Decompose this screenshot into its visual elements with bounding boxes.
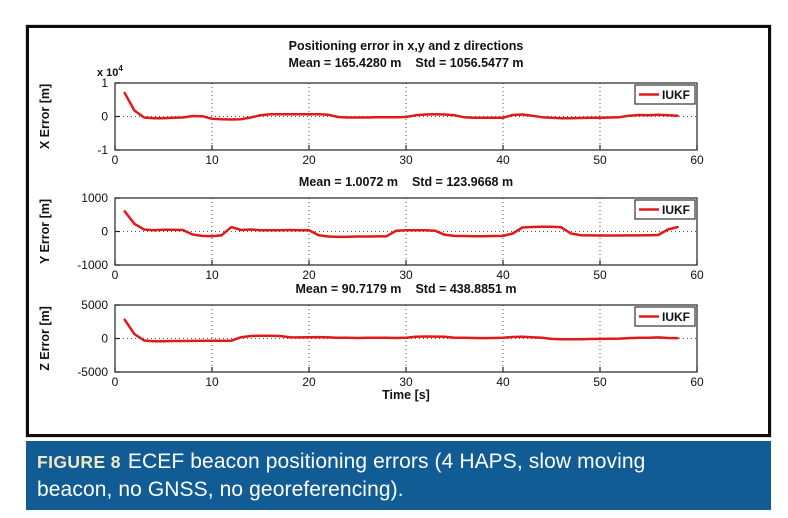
legend-box xyxy=(634,199,696,220)
figure-caption-text: ECEF beacon positioning errors (4 HAPS, … xyxy=(37,450,646,501)
x-tick-label: 50 xyxy=(593,153,607,167)
x-tick-label: 30 xyxy=(399,153,413,167)
figure-caption-label: FIGURE 8 xyxy=(37,452,121,472)
y-tick-label: 0 xyxy=(101,110,108,124)
y-tick-label: -5000 xyxy=(77,365,108,379)
x-tick-label: 10 xyxy=(205,153,219,167)
x-tick-label: 20 xyxy=(302,375,316,389)
y-tick-label: -1000 xyxy=(77,258,108,272)
legend-box xyxy=(634,306,696,327)
trace-iukf xyxy=(123,318,679,343)
figure-caption-bar: FIGURE 8 ECEF beacon positioning errors (… xyxy=(26,441,771,510)
x-axis-label: Time [s] xyxy=(382,388,430,402)
x-tick-label: 50 xyxy=(593,375,607,389)
plot-stats: Mean = 165.4280 m Std = 1056.5477 m xyxy=(289,56,524,70)
x-tick-label: 40 xyxy=(496,153,510,167)
plot-title: Positioning error in x,y and z direction… xyxy=(289,39,524,53)
x-tick-label: 30 xyxy=(399,268,413,282)
legend-label: IUKF xyxy=(662,203,690,217)
x-tick-label: 20 xyxy=(302,268,316,282)
x-tick-label: 30 xyxy=(399,375,413,389)
y-tick-label: 1000 xyxy=(81,191,108,205)
x-tick-label: 60 xyxy=(690,268,704,282)
x-tick-label: 40 xyxy=(496,375,510,389)
subplot-2: 0 10 20 30 40 50 60 1000 0 -1000 Mean = 1.0072 m St… xyxy=(38,175,704,282)
legend: IUKF xyxy=(634,199,696,220)
x-tick-label: 10 xyxy=(205,375,219,389)
x-tick-label: 40 xyxy=(496,268,510,282)
x-tick-label: 60 xyxy=(690,153,704,167)
legend-label: IUKF xyxy=(662,88,690,102)
x-tick-label: 20 xyxy=(302,153,316,167)
x-tick-label: 10 xyxy=(205,268,219,282)
trace-iukf xyxy=(123,210,679,239)
y-tick-label: 0 xyxy=(101,225,108,239)
y-axis-label: X Error [m] xyxy=(38,84,52,149)
legend-label: IUKF xyxy=(662,310,690,324)
y-tick-label: -1 xyxy=(97,143,108,157)
legend: IUKF xyxy=(634,84,696,105)
y-tick-label: 0 xyxy=(101,332,108,346)
x-tick-label: 50 xyxy=(593,268,607,282)
plot-stats: Mean = 90.7179 m Std = 438.8851 m xyxy=(295,282,516,296)
figure-caption: FIGURE 8 ECEF beacon positioning errors (… xyxy=(37,448,713,503)
x-tick-label: 60 xyxy=(690,375,704,389)
y-tick-label: 5000 xyxy=(81,298,108,312)
y-axis-label: Y Error [m] xyxy=(38,199,52,264)
plot-stats: Mean = 1.0072 m Std = 123.9668 m xyxy=(299,175,513,189)
y-axis-exponent: x 104 xyxy=(97,64,123,79)
figure-frame: 0 10 20 30 40 50 60 1 0 -1 Positioning error in x,… xyxy=(26,25,771,437)
x-tick-label: 0 xyxy=(112,268,119,282)
x-tick-label: 0 xyxy=(112,153,119,167)
legend-box xyxy=(634,84,696,105)
legend: IUKF xyxy=(634,306,696,327)
grid xyxy=(115,198,697,265)
y-axis-label: Z Error [m] xyxy=(38,306,52,371)
x-tick-label: 0 xyxy=(112,375,119,389)
y-tick-label: 1 xyxy=(101,76,108,90)
trace-iukf xyxy=(123,91,679,121)
